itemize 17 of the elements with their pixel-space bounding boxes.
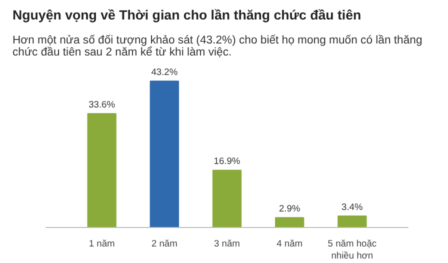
data-label: 2.9% [278, 204, 300, 214]
chart-title: Nguyện vọng về Thời gian cho lần thăng chức đầu tiên [12, 8, 362, 22]
bar [275, 217, 304, 228]
bar [212, 170, 242, 228]
bar [87, 113, 116, 228]
bar [338, 215, 367, 228]
data-label: 16.9% [214, 156, 240, 166]
bar [150, 80, 179, 228]
data-label: 43.2% [151, 67, 178, 78]
x-tick-label: 2 năm [151, 238, 178, 248]
x-tick-label: 4 năm [276, 238, 303, 248]
data-label: 3.4% [342, 202, 363, 212]
x-tick-label: 1 năm [88, 238, 116, 248]
x-tick-label: 3 năm [214, 238, 240, 248]
data-label: 33.6% [88, 100, 116, 110]
x-tick-label: 5 năm hoặc nhiều hơn [328, 238, 377, 260]
chart-subtitle: Hơn một nửa số đối tượng khảo sát (43.2%) cho biết họ mong muốn có lần thăng chức đầu tiên sau 2 năm kể từ khi làm việc. [12, 34, 422, 58]
